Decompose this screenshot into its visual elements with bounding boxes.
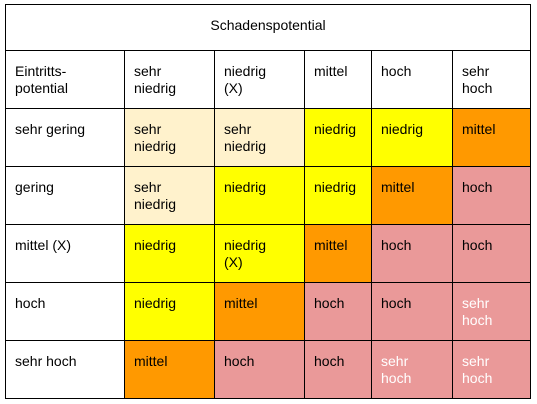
risk-cell: niedrig [124, 224, 215, 283]
corner-header: Eintritts- potential [5, 50, 125, 109]
risk-cell: sehr niedrig [124, 108, 215, 167]
column-header-text: sehr hoch [462, 63, 493, 96]
risk-cell-text: hoch [381, 295, 412, 311]
row-header: hoch [5, 282, 125, 341]
risk-cell-text: hoch [381, 237, 412, 253]
column-header-text: niedrig (X) [224, 63, 267, 96]
risk-cell: hoch [452, 166, 531, 225]
row-header-text: hoch [15, 295, 46, 311]
risk-cell: hoch [371, 224, 453, 283]
risk-cell: sehr hoch [452, 282, 531, 341]
table-title: Schadenspotential [5, 4, 531, 51]
row-header: sehr gering [5, 108, 125, 167]
table-title-text: Schadenspotential [210, 17, 326, 33]
title-row: Schadenspotential [5, 4, 531, 51]
row-header-text: sehr hoch [15, 353, 77, 369]
risk-cell-text: niedrig [314, 121, 357, 137]
risk-cell: sehr hoch [371, 340, 453, 399]
risk-cell-text: mittel [381, 179, 415, 195]
column-header: sehr hoch [452, 50, 531, 109]
risk-cell-text: niedrig [134, 295, 177, 311]
risk-cell: niedrig [124, 282, 215, 341]
risk-cell: niedrig [304, 166, 372, 225]
column-header-text: mittel [314, 63, 348, 79]
row-header-text: mittel (X) [15, 237, 71, 253]
risk-cell-text: niedrig (X) [224, 237, 267, 270]
column-header-text: sehr niedrig [134, 63, 177, 96]
table-row: sehr gering sehr niedrig sehr niedrig ni… [5, 108, 531, 167]
risk-cell: mittel [304, 224, 372, 283]
risk-cell-text: hoch [224, 353, 255, 369]
table-row: hoch niedrig mittel hoch hoch sehr hoch [5, 282, 531, 341]
risk-cell-text: niedrig [134, 237, 177, 253]
risk-cell-text: mittel [314, 237, 348, 253]
risk-cell-text: sehr hoch [462, 295, 493, 328]
row-header: gering [5, 166, 125, 225]
risk-cell-text: mittel [224, 295, 258, 311]
row-header-text: gering [15, 179, 54, 195]
risk-cell-text: mittel [134, 353, 168, 369]
table-row: gering sehr niedrig niedrig niedrig mitt… [5, 166, 531, 225]
risk-cell: mittel [371, 166, 453, 225]
column-header: mittel [304, 50, 372, 109]
risk-cell: hoch [214, 340, 305, 399]
column-header: sehr niedrig [124, 50, 215, 109]
risk-cell-text: sehr niedrig [134, 179, 177, 212]
risk-cell: hoch [371, 282, 453, 341]
risk-cell-text: sehr niedrig [224, 121, 267, 154]
risk-cell: hoch [304, 282, 372, 341]
risk-cell-text: hoch [314, 295, 345, 311]
risk-cell-text: niedrig [224, 179, 267, 195]
risk-cell: niedrig [304, 108, 372, 167]
risk-cell-text: mittel [462, 121, 496, 137]
row-header-text: sehr gering [15, 121, 86, 137]
risk-cell: mittel [214, 282, 305, 341]
column-header-text: hoch [381, 63, 412, 79]
corner-header-text: Eintritts- potential [15, 63, 68, 96]
risk-cell: sehr niedrig [124, 166, 215, 225]
risk-cell: niedrig (X) [214, 224, 305, 283]
risk-matrix-table: Schadenspotential Eintritts- potential s… [5, 4, 531, 399]
risk-cell: mittel [452, 108, 531, 167]
risk-cell-text: sehr hoch [462, 353, 493, 386]
risk-cell: hoch [304, 340, 372, 399]
risk-cell-text: niedrig [381, 121, 424, 137]
table-row: sehr hoch mittel hoch hoch sehr hoch seh… [5, 340, 531, 399]
risk-cell-text: hoch [314, 353, 345, 369]
risk-cell-text: sehr hoch [381, 353, 412, 386]
risk-cell-text: hoch [462, 237, 493, 253]
risk-cell: hoch [452, 224, 531, 283]
header-row: Eintritts- potential sehr niedrig niedri… [5, 50, 531, 109]
column-header: hoch [371, 50, 453, 109]
column-header: niedrig (X) [214, 50, 305, 109]
risk-cell: niedrig [214, 166, 305, 225]
table-row: mittel (X) niedrig niedrig (X) mittel ho… [5, 224, 531, 283]
risk-cell-text: hoch [462, 179, 493, 195]
risk-cell: sehr niedrig [214, 108, 305, 167]
risk-cell: sehr hoch [452, 340, 531, 399]
row-header: mittel (X) [5, 224, 125, 283]
risk-cell-text: sehr niedrig [134, 121, 177, 154]
risk-cell: niedrig [371, 108, 453, 167]
risk-cell: mittel [124, 340, 215, 399]
row-header: sehr hoch [5, 340, 125, 399]
risk-cell-text: niedrig [314, 179, 357, 195]
